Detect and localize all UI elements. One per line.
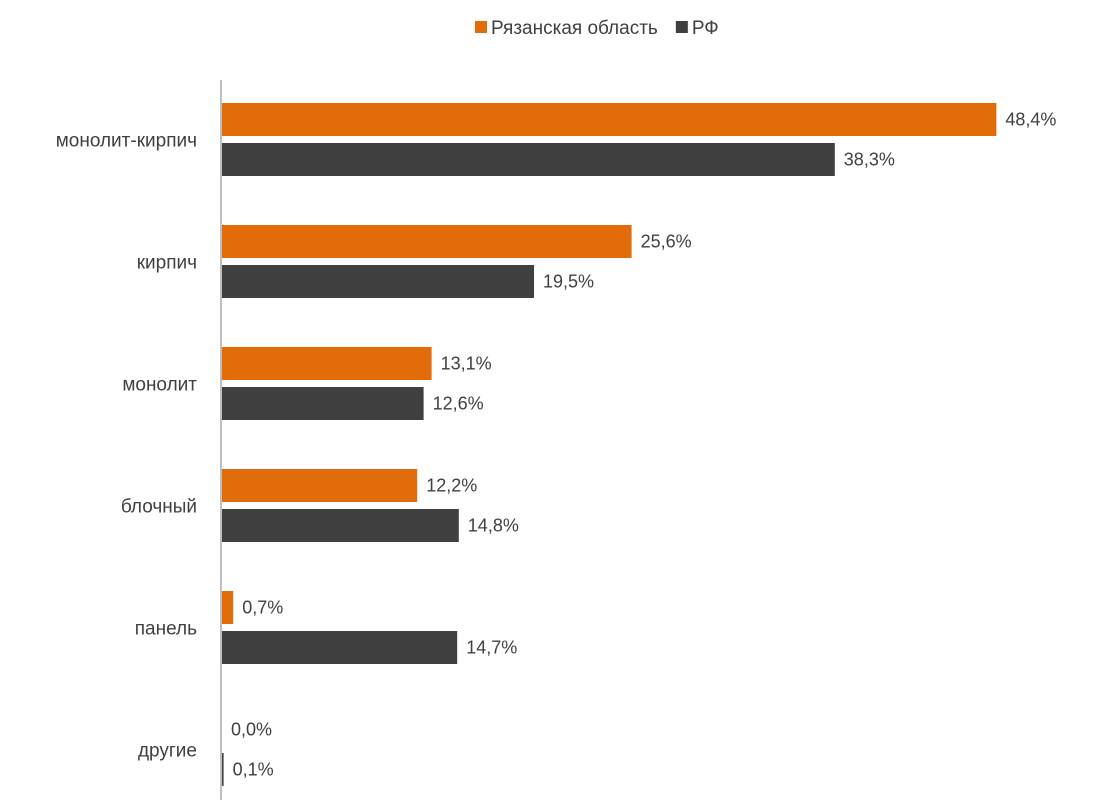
category-labels-group: монолит-кирпич кирпич монолит блочный панель…	[56, 131, 198, 762]
value-label-рф-кирпич: 19,5%	[543, 272, 594, 292]
bar-рф-монолит	[222, 387, 424, 420]
value-label-рф-панель: 14,7%	[466, 638, 517, 658]
value-label-рязанская-область-монолит-кирпич: 48,4%	[1005, 110, 1056, 130]
value-label-рязанская-область-блочный: 12,2%	[426, 476, 477, 496]
value-label-рязанская-область-кирпич: 25,6%	[641, 232, 692, 252]
category-label-другие: другие	[138, 741, 197, 762]
value-label-рязанская-область-панель: 0,7%	[242, 598, 283, 618]
bar-рязанская-область-кирпич	[222, 225, 632, 258]
legend-label-рязанская-область: Рязанская область	[491, 18, 658, 39]
bar-рф-монолит-кирпич	[222, 143, 835, 176]
category-label-монолит: монолит	[122, 375, 197, 396]
category-label-кирпич: кирпич	[137, 253, 197, 274]
bar-рф-кирпич	[222, 265, 534, 298]
bar-рф-блочный	[222, 509, 459, 542]
bar-рф-другие	[222, 753, 224, 786]
value-label-рф-блочный: 14,8%	[468, 516, 519, 536]
category-label-панель: панель	[135, 619, 197, 640]
legend-swatch-рф	[675, 21, 688, 33]
bar-рязанская-область-панель	[222, 591, 234, 624]
value-label-рф-монолит-кирпич: 38,3%	[844, 150, 895, 170]
legend-label-рф: РФ	[692, 18, 719, 39]
value-label-рф-другие: 0,1%	[233, 760, 274, 780]
category-label-блочный: блочный	[121, 497, 197, 518]
value-label-рязанская-область-другие: 0,0%	[231, 720, 272, 740]
bar-рязанская-область-монолит	[222, 347, 432, 380]
bars-group	[222, 103, 997, 786]
category-label-монолит-кирпич: монолит-кирпич	[56, 131, 197, 152]
bar-рязанская-область-монолит-кирпич	[222, 103, 997, 136]
legend: Рязанская область РФ	[475, 18, 719, 39]
legend-swatch-рязанская-область	[475, 21, 487, 33]
bar-рязанская-область-блочный	[222, 469, 418, 502]
bar-рф-панель	[222, 631, 458, 664]
value-label-рф-монолит: 12,6%	[433, 394, 484, 414]
value-label-рязанская-область-монолит: 13,1%	[441, 354, 492, 374]
value-labels-group: 48,4% 38,3% 25,6% 19,5% 13,1% 12,6% 12,2% 14,8%…	[231, 110, 1056, 780]
